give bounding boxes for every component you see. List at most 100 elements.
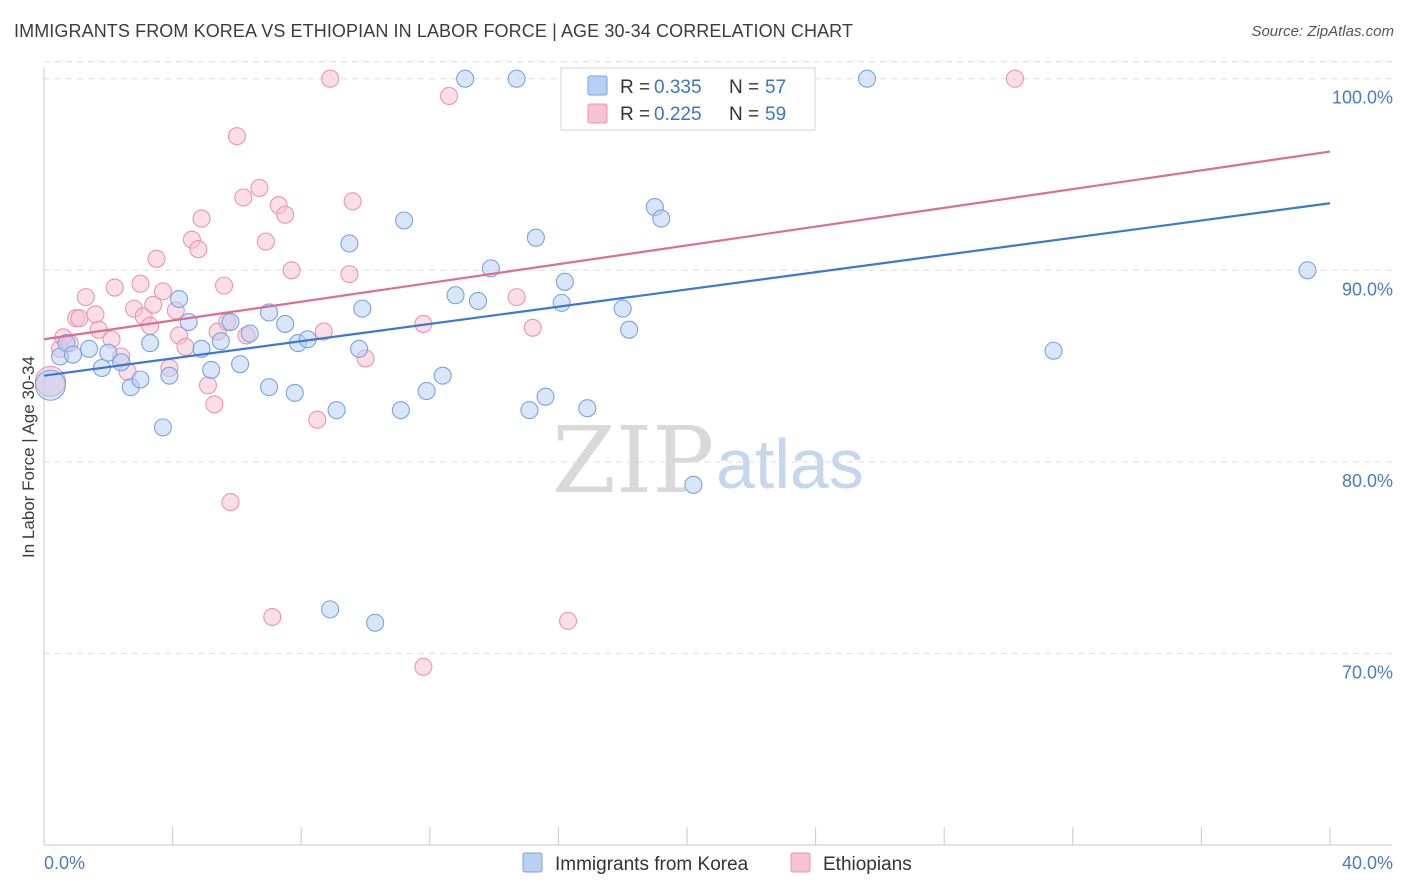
korea-point <box>520 401 539 420</box>
chart-title: IMMIGRANTS FROM KOREA VS ETHIOPIAN IN LA… <box>14 21 854 41</box>
ethiopians-point <box>70 309 89 328</box>
bottom-legend-label-ethiopians: Ethiopians <box>823 854 912 875</box>
legend-n-value-ethiopians: 59 <box>765 104 786 125</box>
korea-point <box>652 209 671 228</box>
ethiopians-point <box>192 209 211 228</box>
ethiopians-point <box>214 276 234 295</box>
korea-point <box>433 366 452 385</box>
ethiopians-point <box>141 316 160 335</box>
korea-point <box>536 387 555 406</box>
korea-point <box>353 299 372 318</box>
korea-point <box>99 343 118 362</box>
korea-point <box>620 320 639 339</box>
ethiopians-point <box>176 337 195 356</box>
ethiopians-point <box>523 318 542 337</box>
legend-r-value-ethiopians: 0.225 <box>654 104 702 125</box>
legend-n-label-ethiopians: N = <box>729 104 759 125</box>
korea-point <box>366 613 385 632</box>
gridlines <box>44 61 1392 654</box>
korea-point <box>259 303 279 322</box>
y-tick-labels: 70.0% 80.0% 90.0% 100.0% <box>1332 88 1393 683</box>
ethiopians-point <box>105 278 124 297</box>
ethiopians-point <box>147 249 166 268</box>
ethiopians-point <box>321 69 340 88</box>
ethiopians-point <box>131 274 150 293</box>
korea-point <box>240 324 259 343</box>
bottom-legend-swatch-korea <box>522 852 543 873</box>
ethiopians-point <box>314 322 333 341</box>
korea-point <box>526 228 545 247</box>
legend-n-label-korea: N = <box>729 77 759 98</box>
ethiopians-point <box>86 305 105 324</box>
korea-point <box>276 314 295 333</box>
korea-point <box>1298 261 1317 280</box>
korea-point <box>391 401 410 420</box>
korea-point <box>507 69 526 88</box>
korea-point <box>221 312 240 332</box>
ethiopians-point <box>198 376 218 395</box>
korea-point <box>552 293 571 312</box>
korea-point <box>34 369 66 401</box>
korea-point <box>169 289 189 309</box>
korea-point <box>141 334 160 353</box>
x-tick-label-max: 40.0% <box>1342 853 1393 873</box>
korea-point <box>231 355 250 374</box>
ethiopians-point <box>343 192 362 211</box>
ethiopians-point <box>340 265 359 284</box>
ethiopians-point <box>153 282 173 301</box>
korea-point <box>350 339 369 358</box>
ethiopians-point <box>250 178 269 197</box>
legend-r-label-ethiopians: R = <box>620 104 650 125</box>
ethiopians-point <box>189 240 208 259</box>
korea-point <box>1044 341 1063 360</box>
korea-point <box>395 211 414 230</box>
korea-point <box>578 399 597 418</box>
korea-trend-line <box>43 202 1331 377</box>
ethiopians-point <box>1005 69 1024 88</box>
legend-swatch-korea <box>587 75 608 96</box>
ethiopians-point <box>256 232 275 251</box>
y-tick-label: 100.0% <box>1332 88 1393 108</box>
ethiopians-point <box>234 188 253 207</box>
korea-point <box>285 383 304 402</box>
x-tick-label-min: 0.0% <box>44 853 85 873</box>
korea-point <box>131 370 150 389</box>
ethiopians-point <box>414 657 433 676</box>
ethiopians-point <box>440 86 459 106</box>
korea-point <box>202 360 221 379</box>
ethiopians-point <box>221 493 240 512</box>
axes <box>43 68 1392 846</box>
y-tick-label: 80.0% <box>1342 471 1393 491</box>
korea-point <box>446 286 465 305</box>
korea-point <box>160 366 179 385</box>
y-tick-label: 90.0% <box>1342 279 1393 299</box>
watermark-atlas: atlas <box>716 425 864 503</box>
ethiopians-point <box>263 607 282 627</box>
ethiopians-point <box>144 295 163 314</box>
legend-swatch-ethiopians <box>587 103 608 124</box>
ethiopians-point <box>276 205 295 224</box>
ethiopians-point <box>558 611 578 630</box>
korea-point <box>456 69 475 88</box>
korea-point <box>259 378 279 397</box>
source-credit: Source: ZipAtlas.com <box>1251 23 1394 40</box>
korea-point <box>613 299 632 318</box>
y-tick-label: 70.0% <box>1342 662 1393 682</box>
korea-point <box>327 401 346 420</box>
korea-point <box>321 600 340 619</box>
ethiopians-point <box>76 288 95 307</box>
ethiopians-point <box>282 261 301 280</box>
korea-point <box>63 345 82 364</box>
ethiopians-point <box>205 395 224 414</box>
korea-point <box>153 418 173 437</box>
bottom-legend-swatch-ethiopians <box>790 852 811 873</box>
korea-point <box>79 339 99 358</box>
legend-r-value-korea: 0.335 <box>654 77 702 98</box>
korea-point <box>179 312 198 332</box>
trend-lines <box>43 150 1331 377</box>
y-axis-label: In Labor Force | Age 30-34 <box>19 356 38 558</box>
korea-point <box>417 381 436 401</box>
bottom-legend-label-korea: Immigrants from Korea <box>555 854 749 875</box>
ethiopians-point <box>308 410 327 429</box>
ethiopians-point <box>227 127 246 146</box>
